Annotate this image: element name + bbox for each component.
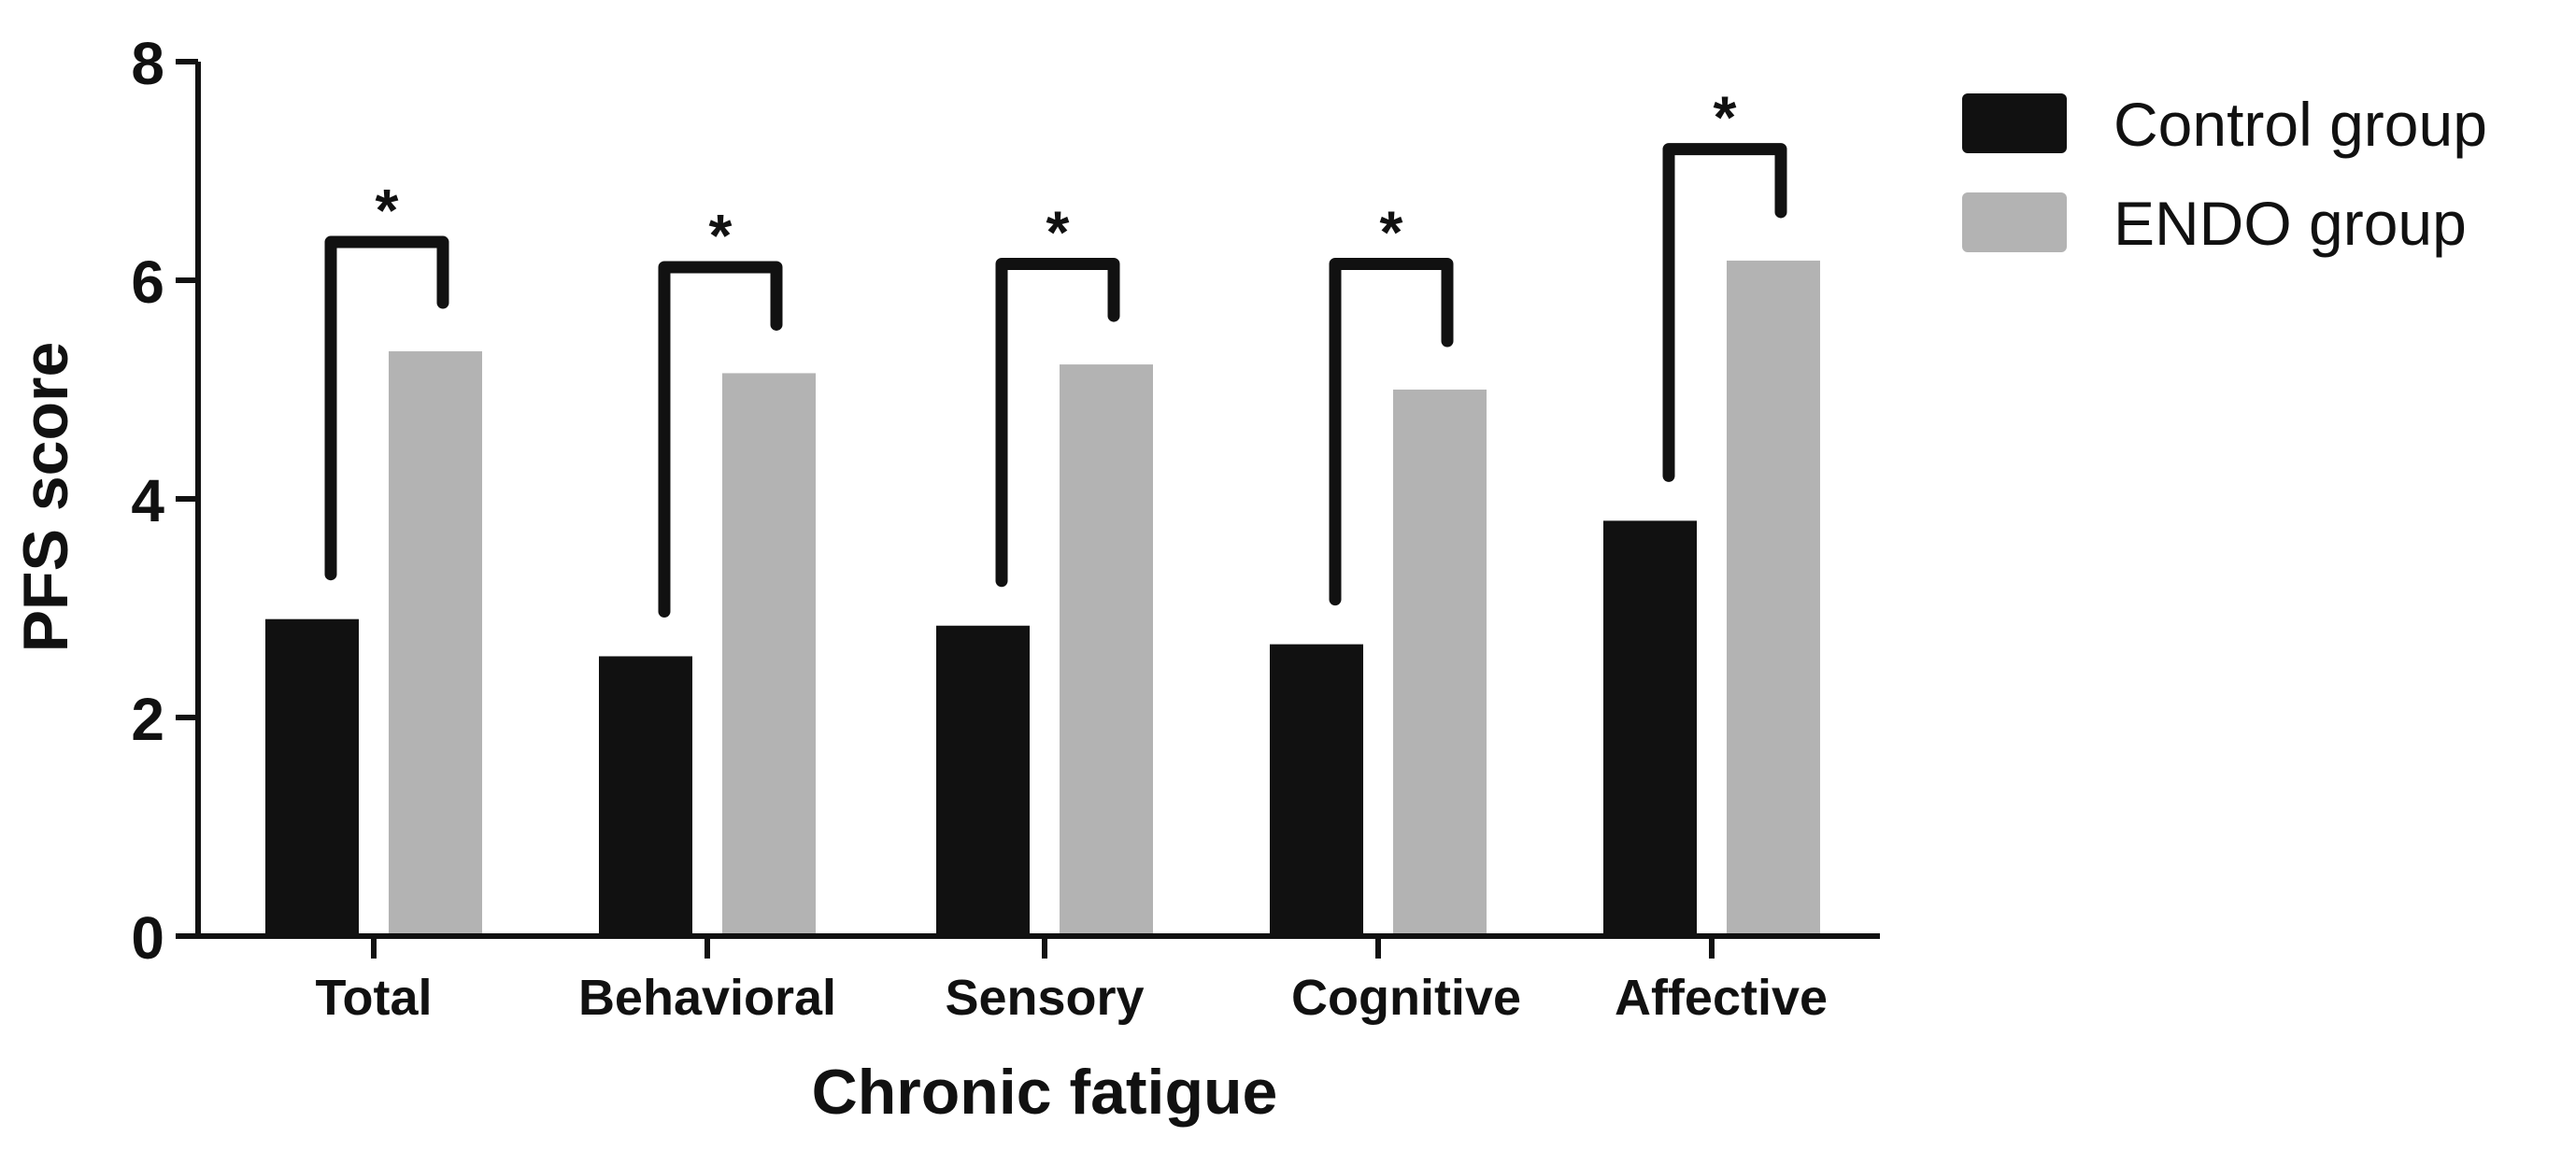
significance-brackets: * * * * *	[324, 84, 1787, 618]
significance-label-sensory: *	[1046, 198, 1070, 265]
bar-endo-group-affective	[1727, 260, 1820, 936]
significance-label-cognitive: *	[1380, 198, 1403, 265]
y-tick-label-8: 8	[131, 30, 164, 97]
bar-endo-group-behavioral	[722, 373, 816, 936]
y-tick-label-2: 2	[131, 686, 164, 753]
x-tick-label-sensory: Sensory	[945, 970, 1144, 1026]
y-ticks: 0 2 4 6 8	[131, 30, 198, 972]
bar-endo-group-total	[389, 351, 482, 936]
axes: 0 2 4 6 8 Total Behavioral Sensory Cognitive Aff…	[131, 30, 1880, 1026]
significance-label-total: *	[376, 177, 399, 244]
legend-label-control-group: Control group	[2113, 90, 2487, 159]
legend: Control group ENDO group	[1962, 90, 2487, 258]
legend-swatch-control-group	[1962, 93, 2067, 153]
bar-control-group-affective	[1603, 520, 1697, 936]
legend-swatch-endo-group	[1962, 192, 2067, 252]
significance-bracket-affective	[1662, 143, 1787, 482]
y-tick-label-4: 4	[131, 467, 164, 534]
bars-layer	[265, 260, 1820, 937]
x-axis-title: Chronic fatigue	[812, 1057, 1278, 1128]
significance-bracket-sensory	[995, 257, 1120, 588]
bar-control-group-sensory	[936, 625, 1030, 936]
x-tick-label-behavioral: Behavioral	[578, 970, 836, 1026]
significance-bracket-cognitive	[1329, 257, 1454, 606]
significance-bracket-behavioral	[658, 261, 783, 618]
y-tick-label-6: 6	[131, 249, 164, 316]
bar-control-group-cognitive	[1270, 644, 1363, 936]
bar-control-group-total	[265, 618, 359, 936]
x-tick-label-affective: Affective	[1615, 970, 1828, 1026]
significance-bracket-total	[324, 235, 449, 581]
bar-endo-group-sensory	[1060, 364, 1153, 937]
x-tick-label-cognitive: Cognitive	[1291, 970, 1521, 1026]
significance-label-affective: *	[1714, 84, 1737, 151]
x-ticks: Total Behavioral Sensory Cognitive Affective	[316, 936, 1828, 1026]
bar-control-group-behavioral	[599, 656, 692, 936]
legend-label-endo-group: ENDO group	[2113, 189, 2467, 258]
bar-endo-group-cognitive	[1393, 390, 1487, 936]
x-tick-label-total: Total	[316, 970, 433, 1026]
y-tick-label-0: 0	[131, 904, 164, 972]
significance-label-behavioral: *	[709, 202, 733, 269]
y-axis-title: PFS score	[10, 342, 81, 653]
